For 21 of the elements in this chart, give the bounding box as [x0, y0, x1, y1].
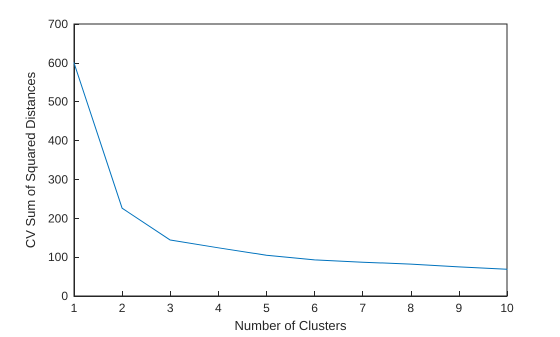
y-tick-label: 400 [48, 134, 68, 148]
x-tick-label: 8 [407, 301, 414, 315]
x-tick-label: 3 [166, 301, 174, 315]
x-tick-label: 9 [456, 301, 463, 315]
y-tick-label: 100 [48, 250, 68, 264]
x-tick-label: 6 [311, 301, 318, 315]
y-tick-label: 700 [48, 17, 68, 31]
x-tick-label: 4 [214, 301, 222, 315]
x-tick-label: 2 [118, 301, 126, 315]
x-tick-label: 7 [359, 301, 366, 315]
x-tick-label: 5 [263, 301, 270, 315]
y-tick-label: 0 [61, 289, 68, 303]
y-tick-label: 600 [48, 56, 68, 70]
y-tick-label: 300 [48, 172, 68, 186]
line-series [74, 62, 508, 270]
y-axis-title: CV Sum of Squared Distances [23, 71, 38, 248]
y-tick-label: 500 [48, 94, 68, 109]
y-tick-label: 200 [48, 211, 68, 226]
x-axis-title: Number of Clusters [234, 318, 347, 333]
x-tick-label: 1 [70, 301, 78, 315]
x-tick-label: 10 [500, 301, 514, 315]
